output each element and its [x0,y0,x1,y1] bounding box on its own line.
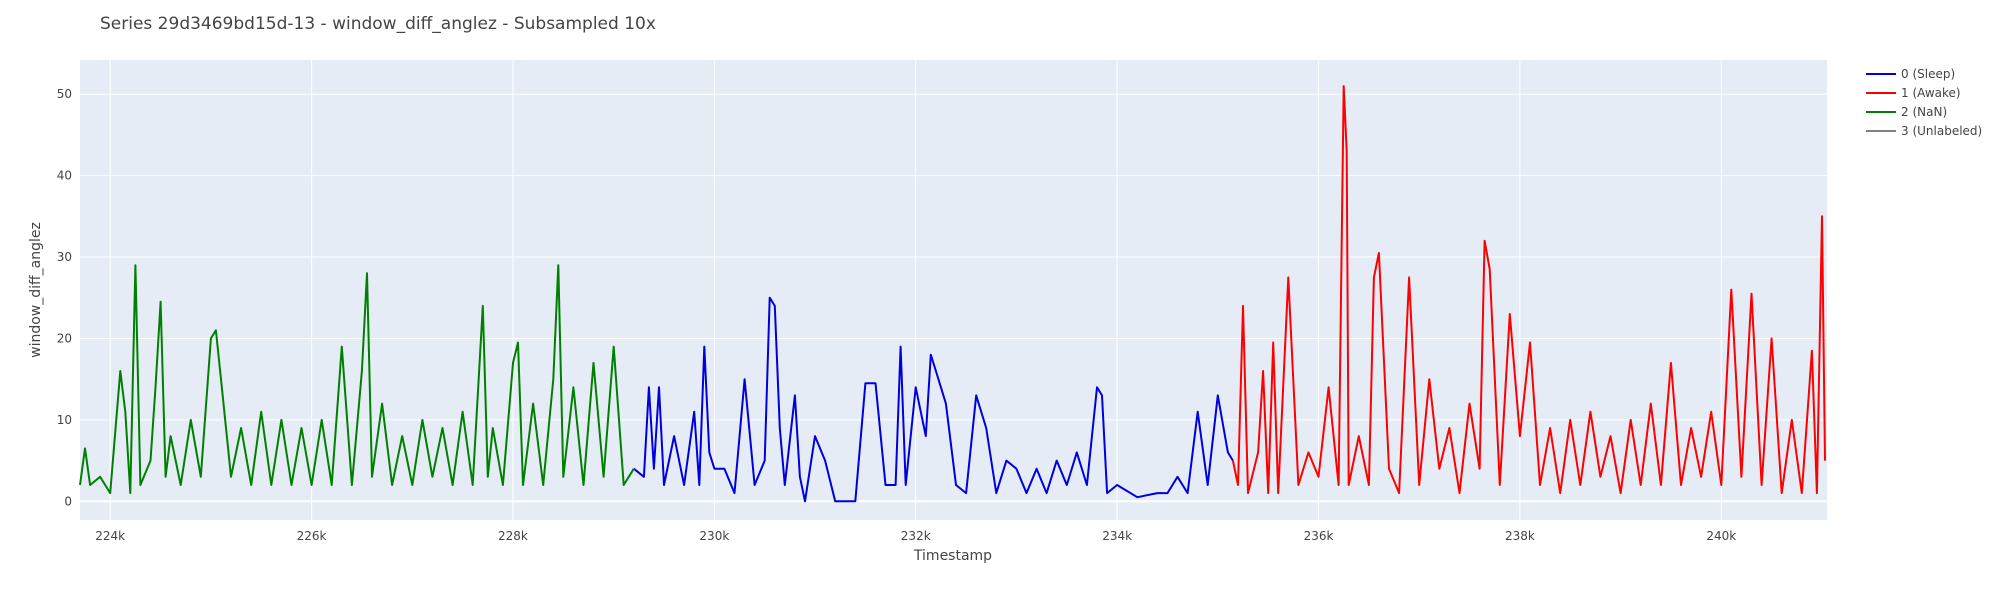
y-tick-label: 50 [57,87,72,101]
legend-item[interactable]: 3 (Unlabeled) [1866,124,1982,138]
y-tick-label: 40 [57,169,72,183]
x-tick-label: 238k [1505,529,1535,543]
x-axis-title: Timestamp [913,548,992,564]
series-line-1 [1231,85,1826,495]
x-tick-label: 240k [1706,529,1736,543]
legend-label: 0 (Sleep) [1901,67,1955,81]
x-tick-label: 230k [699,529,729,543]
x-axis-ticks: 224k 226k 228k 230k 232k 234k 236k 238k 240k [95,529,1736,543]
y-tick-label: 20 [57,331,72,345]
legend-item[interactable]: 2 (NaN) [1866,105,1947,119]
x-tick-label: 224k [95,529,125,543]
x-tick-label: 226k [297,529,327,543]
legend-item[interactable]: 0 (Sleep) [1866,67,1955,81]
legend-label: 1 (Awake) [1901,86,1961,100]
x-tick-label: 236k [1304,529,1334,543]
legend-label: 2 (NaN) [1901,105,1947,119]
chart-title: Series 29d3469bd15d-13 - window_diff_ang… [100,14,656,34]
x-tick-label: 232k [901,529,931,543]
y-axis-ticks: 0 10 20 30 40 50 [57,87,72,508]
legend-label: 3 (Unlabeled) [1901,124,1982,138]
series-lines [79,85,1826,503]
y-tick-label: 30 [57,250,72,264]
y-tick-label: 10 [57,413,72,427]
x-tick-label: 228k [498,529,528,543]
y-axis-title: window_diff_anglez [28,222,44,358]
x-tick-label: 234k [1102,529,1132,543]
legend[interactable]: 0 (Sleep) 1 (Awake) 2 (NaN) 3 (Unlabeled) [1866,67,1982,138]
series-line-2 [79,264,635,495]
y-tick-label: 0 [64,494,72,508]
legend-item[interactable]: 1 (Awake) [1866,86,1961,100]
series-line-0 [633,296,1234,503]
